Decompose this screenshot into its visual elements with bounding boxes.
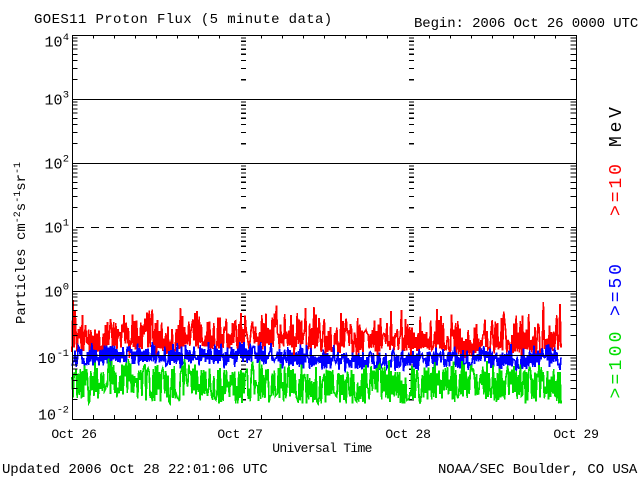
svg-text:3: 3	[63, 90, 69, 102]
svg-text:NOAA/SEC Boulder, CO USA: NOAA/SEC Boulder, CO USA	[438, 462, 638, 478]
svg-text:10: 10	[38, 351, 56, 368]
svg-text:0: 0	[63, 282, 69, 294]
svg-text:10: 10	[45, 35, 63, 52]
svg-text:Universal Time: Universal Time	[272, 441, 371, 456]
svg-text:>=100: >=100	[607, 332, 627, 399]
svg-text:10: 10	[45, 285, 63, 302]
svg-text:GOES11 Proton Flux (5 minute d: GOES11 Proton Flux (5 minute data)	[34, 12, 333, 28]
svg-text:Oct 28: Oct 28	[385, 427, 430, 442]
svg-text:Oct 26: Oct 26	[51, 427, 96, 442]
svg-text:Updated 2006 Oct 28 22:01:06 U: Updated 2006 Oct 28 22:01:06 UTC	[2, 462, 268, 478]
svg-text:MeV: MeV	[607, 107, 627, 147]
svg-text:2: 2	[63, 154, 69, 166]
svg-text:4: 4	[63, 32, 69, 44]
svg-text:Begin: 2006 Oct 26 0000 UTC: Begin: 2006 Oct 26 0000 UTC	[414, 16, 638, 32]
svg-text:Oct 27: Oct 27	[217, 427, 262, 442]
svg-text:1: 1	[63, 218, 69, 230]
svg-text:-1: -1	[57, 348, 69, 360]
svg-text:10: 10	[45, 157, 63, 174]
svg-text:10: 10	[45, 93, 63, 110]
svg-text:Oct 29: Oct 29	[553, 427, 598, 442]
svg-text:-2: -2	[57, 405, 69, 417]
svg-text:Particles cm-2s-1sr-1: Particles cm-2s-1sr-1	[13, 162, 30, 324]
svg-text:10: 10	[38, 408, 56, 425]
svg-text:10: 10	[45, 221, 63, 238]
